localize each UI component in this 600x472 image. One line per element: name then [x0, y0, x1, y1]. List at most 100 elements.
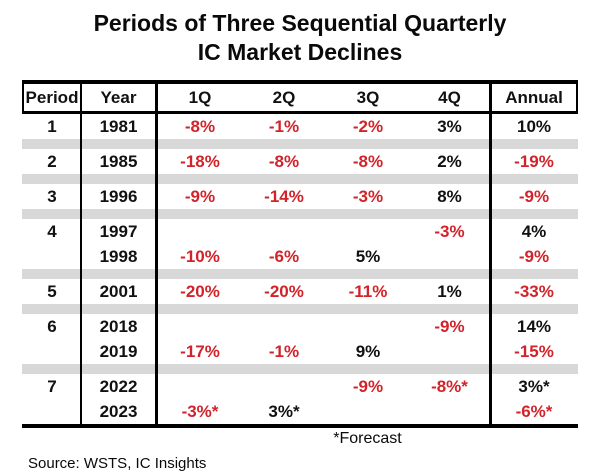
value-cell-4q [410, 339, 492, 364]
table-body: 1 1981 -8% -1% -2% 3% 10% 2 1985 -18% -8% -8% 2% -19%… [22, 114, 578, 424]
separator-cell [82, 174, 158, 184]
separator-cell [410, 364, 492, 374]
value-cell-4q: -8%* [410, 374, 492, 399]
separator-cell [82, 364, 158, 374]
value-cell-1q: -20% [180, 281, 220, 301]
forecast-footnote: *Forecast [333, 430, 402, 447]
value-cell-annual: 10% [516, 116, 552, 136]
separator-cell [326, 139, 410, 149]
year-cell: 1981 [82, 114, 158, 139]
value-cell-4q: -9% [410, 314, 492, 339]
value-cell-2q: -8% [268, 151, 300, 171]
separator-cell [22, 269, 82, 279]
table-row-2001: 5 2001 -20% -20% -11% 1% -33% [22, 279, 578, 304]
separator-cell [158, 174, 242, 184]
value-cell-1q [158, 219, 242, 244]
separator-cell [326, 209, 410, 219]
value-cell-annual: 14% [516, 316, 552, 336]
period-cell [22, 399, 82, 424]
value-cell-2q: -20% [264, 281, 304, 301]
value-cell-annual: -33% [514, 281, 554, 301]
value-cell-2q [242, 219, 326, 244]
value-cell-2q: -1% [268, 116, 300, 136]
separator-cell [492, 269, 578, 279]
value-cell-annual: -19% [514, 151, 554, 171]
year-cell: 2001 [82, 279, 158, 304]
value-cell-1q: -17% [180, 341, 220, 361]
separator-cell [158, 364, 242, 374]
column-header-annual: Annual [492, 84, 578, 111]
separator-cell [242, 209, 326, 219]
ic-declines-table: Period Year 1Q 2Q 3Q 4Q Annual 1 1981 -8% -1% -2% 3… [22, 80, 578, 428]
value-cell-3q: -2% [352, 116, 384, 136]
separator-cell [410, 209, 492, 219]
separator-cell [410, 174, 492, 184]
separator-cell [22, 174, 82, 184]
separator-cell [326, 364, 410, 374]
separator-cell [492, 364, 578, 374]
value-cell-1q [158, 374, 242, 399]
title-line-2: IC Market Declines [197, 39, 403, 65]
separator-cell [22, 304, 82, 314]
value-cell-4q: 1% [410, 279, 492, 304]
year-cell: 1997 [82, 219, 158, 244]
value-cell-4q: 2% [410, 149, 492, 174]
separator-cell [22, 139, 82, 149]
separator-band [22, 364, 578, 374]
value-cell-3q: -8% [352, 151, 384, 171]
column-header-4q: 4Q [410, 84, 492, 111]
separator-cell [492, 304, 578, 314]
value-cell-annual: 3%* [518, 376, 550, 396]
separator-cell [158, 269, 242, 279]
table-row-1985: 2 1985 -18% -8% -8% 2% -19% [22, 149, 578, 174]
year-cell: 2019 [82, 339, 158, 364]
column-header-2q: 2Q [272, 87, 296, 107]
separator-cell [326, 174, 410, 184]
value-cell-1q: -10% [180, 246, 220, 266]
value-cell-annual: -9% [518, 186, 550, 206]
period-cell: 6 [22, 314, 82, 339]
value-cell-annual: -9% [518, 246, 550, 266]
separator-cell [242, 174, 326, 184]
value-cell-3q [326, 399, 410, 424]
year-cell: 2018 [82, 314, 158, 339]
separator-band [22, 209, 578, 219]
value-cell-1q: -8% [184, 116, 216, 136]
separator-cell [242, 269, 326, 279]
period-cell: 7 [22, 374, 82, 399]
value-cell-3q: 5% [355, 246, 381, 266]
separator-cell [410, 139, 492, 149]
period-cell [22, 244, 82, 269]
value-cell-3q: 9% [355, 341, 381, 361]
page-title: Periods of Three Sequential Quarterly IC… [0, 9, 600, 67]
period-cell [22, 339, 82, 364]
separator-cell [82, 304, 158, 314]
period-cell: 2 [22, 149, 82, 174]
table-row-2022: 7 2022 -9% -8%* 3%* [22, 374, 578, 399]
value-cell-annual: -6%* [515, 401, 553, 421]
separator-cell [158, 139, 242, 149]
value-cell-2q [242, 314, 326, 339]
table-row-1996: 3 1996 -9% -14% -3% 8% -9% [22, 184, 578, 209]
period-cell: 5 [22, 279, 82, 304]
separator-cell [326, 269, 410, 279]
value-cell-4q: -3% [410, 219, 492, 244]
separator-cell [410, 304, 492, 314]
table-row-1997: 4 1997 -3% 4% [22, 219, 578, 244]
table-header-row: Period Year 1Q 2Q 3Q 4Q Annual [22, 84, 578, 114]
separator-cell [326, 304, 410, 314]
title-line-1: Periods of Three Sequential Quarterly [93, 10, 507, 36]
separator-band [22, 139, 578, 149]
period-cell: 4 [22, 219, 82, 244]
column-header-year: Year [82, 84, 158, 111]
value-cell-3q: -9% [352, 376, 384, 396]
period-cell: 3 [22, 184, 82, 209]
value-cell-2q: -1% [268, 341, 300, 361]
value-cell-4q [410, 244, 492, 269]
separator-cell [492, 139, 578, 149]
separator-cell [410, 269, 492, 279]
value-cell-2q: 3%* [268, 401, 300, 421]
value-cell-annual: 4% [521, 221, 547, 241]
separator-cell [158, 304, 242, 314]
separator-band [22, 174, 578, 184]
